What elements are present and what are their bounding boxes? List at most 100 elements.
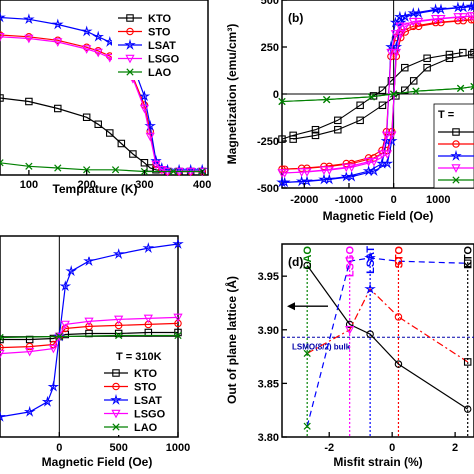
panel-b-legend-marker-kto: [452, 128, 460, 136]
panel-a-point-lao: [169, 167, 177, 176]
panel-a-point-lsgo: [139, 104, 150, 114]
panel-b-point-kto: [356, 116, 364, 125]
panel-a-point-lao: [83, 166, 91, 174]
panel-b-legend-marker-lao: [452, 176, 460, 184]
panel-a-point-kto: [94, 120, 102, 129]
panel-b-point-lsat: [345, 170, 358, 182]
panel-a-xtick-label: 300: [135, 179, 153, 191]
panel-a-point-lao: [25, 162, 33, 170]
panel-b-point-lao: [278, 97, 286, 106]
legend-entry-lsgo: LSGO: [134, 409, 166, 421]
panel-c-point-lao: [0, 333, 4, 342]
panel-a-point-lao: [111, 166, 120, 174]
panel-c-point-lsgo: [0, 349, 5, 359]
panel-b-point-lsgo: [382, 150, 392, 160]
panel-a-point-lao: [0, 159, 4, 167]
panel-b-point-lsgo: [469, 12, 474, 21]
panel-b-line-lsgo: [281, 15, 472, 174]
panel-a-point-kto: [106, 129, 114, 137]
panel-b-legend-marker-sto: [452, 140, 460, 148]
panel-b-point-sto: [437, 18, 445, 27]
panel-a-point-lsgo: [93, 48, 103, 58]
legend-marker-lsgo: [125, 54, 135, 64]
panel-b-point-lsgo: [280, 169, 290, 178]
legend-marker-kto: [126, 14, 134, 22]
panel-c-line-lsgo: [0, 316, 179, 355]
panel-b-point-kto: [311, 131, 320, 140]
legend-marker-sto: [112, 382, 120, 391]
panel-d-ytick-label: 3.80: [258, 432, 279, 444]
panel-a-point-lao: [54, 164, 62, 172]
panel-b-point-lsat: [465, 0, 474, 12]
panel-b-point-lao: [367, 93, 375, 101]
legend-marker-lsat: [110, 393, 122, 405]
panel-b-point-lsgo: [369, 157, 379, 167]
panel-b-point-kto: [311, 125, 320, 134]
panel-d-point-out-of-plane: [366, 330, 374, 338]
panel-a-point-kto: [140, 159, 149, 167]
panel-b-ytick-label: -250: [257, 136, 279, 148]
panel-c-point-sto: [85, 322, 93, 331]
panel-b-point-lsat: [457, 1, 470, 13]
panel-b-point-lsgo: [386, 48, 396, 58]
panel-b-legend-marker-lsgo: [451, 164, 461, 173]
panel-c-point-kto: [25, 335, 34, 344]
panel-a-point-kto: [82, 113, 91, 122]
panel-c-line-kto: [0, 331, 178, 341]
panel-b-point-lsgo: [436, 15, 446, 24]
panel-c-line-lao: [0, 334, 178, 339]
panel-c-xtick-label: 0: [56, 442, 62, 454]
panel-d-xtick-label: -2: [324, 442, 334, 454]
panel-c-point-kto: [0, 335, 4, 344]
panel-c-legend-title: T = 310K: [116, 351, 162, 363]
panel-b-point-kto: [392, 92, 400, 100]
panel-b-point-lsgo: [395, 22, 405, 32]
panel-b-point-lsgo: [387, 131, 397, 141]
legend-marker-sto: [126, 27, 134, 36]
panel-d-arrow-head: [287, 302, 295, 311]
panel-d-ytick-label: 3.95: [258, 271, 279, 283]
panel-d-frame: [281, 243, 474, 438]
panel-b-point-lsgo: [458, 13, 468, 22]
legend-entry-lsat: LSAT: [148, 40, 176, 52]
panel-a-point-lsat: [0, 11, 6, 23]
legend-entry-lao: LAO: [148, 67, 172, 79]
panel-b-point-kto: [445, 50, 454, 59]
panel-c-point-lsgo: [143, 314, 153, 324]
panel-d-point-out-of-plane: [463, 405, 472, 413]
panel-b-point-kto: [423, 54, 431, 63]
panel-a-xtick-label: 200: [77, 179, 95, 191]
panel-a-point-lsgo: [82, 45, 92, 54]
panel-b-point-lsat: [395, 16, 407, 28]
panel-b-point-lsgo: [302, 168, 312, 177]
panel-d-xlabel: Misfit strain (%): [333, 455, 422, 469]
panel-d-point-mid: [303, 349, 311, 357]
panel-b-point-lsgo: [390, 30, 401, 39]
panel-c-point-lsat: [172, 239, 184, 249]
panel-d-label: (d): [288, 255, 303, 269]
panel-b-ytick-label: 0: [273, 89, 279, 101]
substrate-label-sto: STO: [393, 246, 405, 269]
panel-a-point-kto: [25, 97, 33, 106]
panel-a-point-lsgo: [53, 38, 63, 47]
panel-b-point-lsat: [435, 3, 447, 15]
panel-b-legend: T =: [433, 103, 474, 189]
legend-entry-lao: LAO: [134, 422, 158, 434]
panel-b-point-lao: [412, 87, 420, 95]
panel-d-line-out-of-plane: [306, 265, 469, 410]
panel-a-line-lsat: [0, 16, 203, 171]
panel-b-xtick-label: -1000: [335, 194, 363, 206]
panel-d-point-out-of-plane: [345, 320, 354, 329]
panel-d-point-top: [303, 422, 311, 430]
panel-b-point-kto: [356, 101, 364, 110]
panel-d-point-mid: [364, 282, 376, 294]
panel-b-point-lao: [456, 84, 465, 92]
legend-entry-kto: KTO: [134, 368, 157, 380]
panel-b-point-lsgo: [400, 22, 410, 32]
panel-b-point-lsat: [301, 175, 313, 187]
panel-a-point-kto: [117, 139, 126, 148]
substrate-label-kto: KTO: [463, 246, 474, 269]
